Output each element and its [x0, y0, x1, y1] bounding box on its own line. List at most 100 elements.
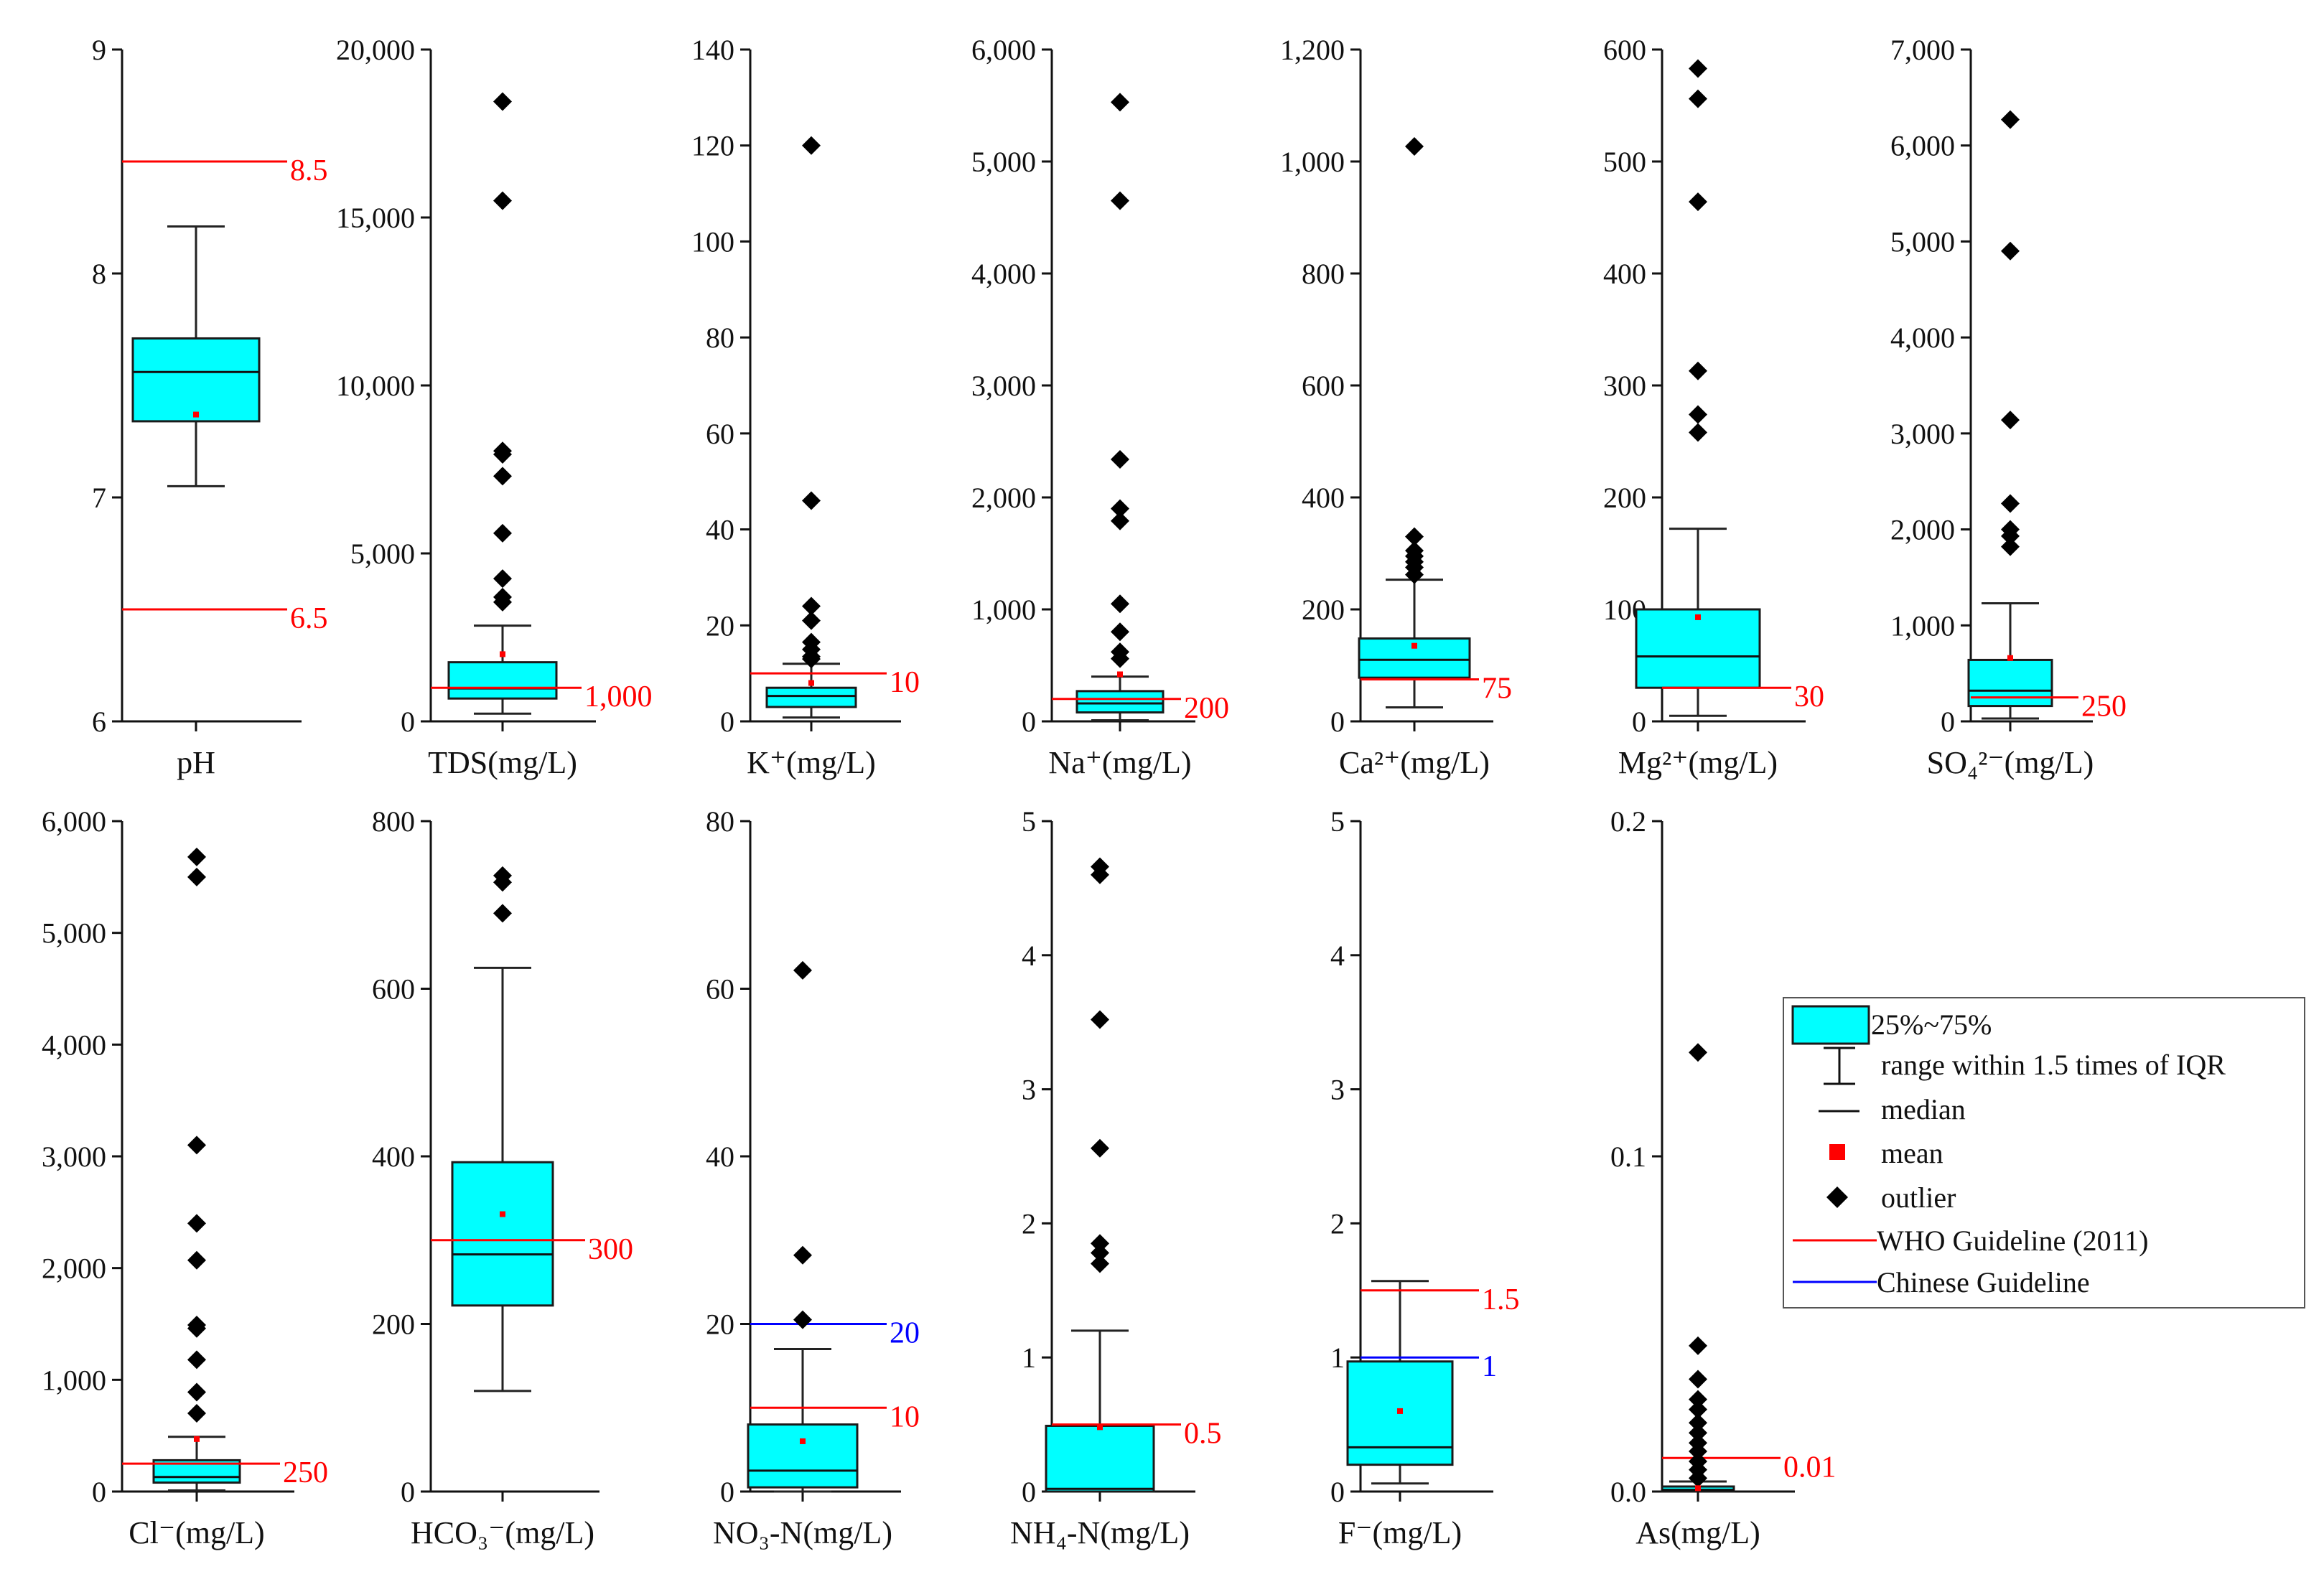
x-axis-label: K⁺(mg/L) — [747, 745, 876, 780]
iqr-box — [1635, 608, 1761, 689]
y-tick-label: 4 — [1022, 940, 1036, 972]
legend-box-swatch — [1791, 1005, 1870, 1045]
y-tick-label: 200 — [1603, 482, 1646, 514]
y-tick-label: 140 — [691, 34, 734, 66]
y-tick-label: 0 — [1022, 1476, 1036, 1508]
outlier-point — [187, 1250, 206, 1270]
panel-10: 0 1 2 3 4 5 NH₄-N(mg/L) 0.5 — [1010, 805, 1221, 1550]
panel-4: 0 200 400 600 800 1,000 1,200 Ca²⁺(mg/L) 75 — [1280, 34, 1512, 780]
outlier-point — [187, 1214, 206, 1233]
outlier-point — [1111, 449, 1129, 469]
outlier-point — [1111, 649, 1129, 668]
y-tick-label: 0 — [401, 1476, 415, 1508]
outlier-point — [187, 847, 206, 866]
outlier-point — [1091, 1010, 1109, 1029]
outlier-point — [1091, 1243, 1109, 1263]
legend-box-label: 25%~75% — [1871, 1008, 1992, 1041]
mean-marker — [2007, 655, 2013, 661]
guideline-label: 20 — [890, 1317, 920, 1350]
y-tick-label: 0.0 — [1610, 1476, 1646, 1508]
y-tick-label: 120 — [691, 130, 734, 162]
outlier-point — [1689, 1423, 1707, 1443]
y-tick-label: 600 — [1603, 34, 1646, 66]
panel-11: 0 1 2 3 4 5 F⁻(mg/L) 1.5 1 — [1330, 805, 1520, 1550]
y-tick-label: 100 — [691, 225, 734, 258]
outlier-point — [793, 1310, 812, 1329]
outlier-point — [802, 136, 821, 155]
x-axis-label: As(mg/L) — [1635, 1515, 1760, 1550]
outlier-point — [187, 1404, 206, 1423]
outlier-point — [187, 1382, 206, 1402]
guideline-label: 1 — [1482, 1350, 1497, 1383]
y-tick-label: 3,000 — [1890, 418, 1955, 450]
y-tick-label: 800 — [372, 805, 415, 838]
iqr-box — [447, 661, 558, 700]
y-tick-label: 6,000 — [1890, 130, 1955, 162]
y-tick-label: 1,000 — [1890, 609, 1955, 642]
y-tick-label: 5,000 — [42, 917, 106, 950]
iqr-box — [451, 1161, 554, 1307]
outlier-point — [1689, 1441, 1707, 1461]
outlier-point — [1689, 89, 1707, 108]
y-tick-label: 5 — [1022, 805, 1036, 838]
y-tick-label: 0 — [1022, 706, 1036, 738]
y-tick-label: 20 — [706, 609, 734, 642]
outlier-point — [1689, 423, 1707, 442]
y-tick-label: 5,000 — [350, 538, 415, 570]
outlier-point — [187, 1136, 206, 1155]
panel-2: 0 20 40 60 80 100 120 140 K⁺(mg/L) 10 — [691, 34, 920, 780]
outlier-point — [1405, 136, 1424, 156]
guideline-label: 30 — [1794, 680, 1824, 713]
outlier-point — [1111, 622, 1129, 642]
y-tick-label: 600 — [372, 973, 415, 1006]
panel-9: 0 20 40 60 80 NO₃-N(mg/L) 20 10 — [706, 805, 920, 1550]
x-axis-label: NO₃-N(mg/L) — [713, 1515, 892, 1550]
y-tick-label: 20,000 — [336, 34, 415, 66]
guideline-label: 8.5 — [290, 154, 328, 187]
outlier-point — [1689, 1413, 1707, 1433]
y-tick-label: 1,200 — [1280, 34, 1345, 66]
panel-8: 0 200 400 600 800 HCO₃⁻(mg/L) 300 — [372, 805, 633, 1550]
y-tick-label: 1 — [1330, 1342, 1345, 1374]
y-tick-label: 6,000 — [42, 805, 106, 838]
guideline-label: 1.5 — [1482, 1283, 1520, 1316]
outlier-point — [802, 596, 821, 616]
x-axis-label: Mg²⁺(mg/L) — [1618, 745, 1778, 780]
outlier-point — [793, 960, 812, 980]
outlier-point — [493, 592, 512, 612]
y-tick-label: 5,000 — [971, 146, 1036, 178]
outlier-point — [1091, 865, 1109, 884]
guideline-label: 10 — [890, 1400, 920, 1433]
outlier-point — [493, 873, 512, 892]
y-tick-label: 0 — [1632, 706, 1646, 738]
legend-outlier-symbol — [1826, 1186, 1848, 1208]
y-tick-label: 400 — [1302, 482, 1345, 514]
legend-median-label: median — [1881, 1093, 1966, 1125]
outlier-point — [2001, 241, 2020, 261]
outlier-point — [1689, 405, 1707, 424]
mean-marker — [1397, 1408, 1403, 1414]
y-tick-label: 2 — [1022, 1207, 1036, 1240]
y-tick-label: 0 — [1941, 706, 1955, 738]
mean-marker — [1117, 671, 1123, 678]
panel-12: 0.0 0.1 0.2 As(mg/L) 0.01 — [1610, 805, 1837, 1550]
y-tick-label: 2,000 — [1890, 514, 1955, 546]
outlier-point — [1111, 499, 1129, 518]
outlier-point — [493, 444, 512, 464]
outlier-point — [1111, 511, 1129, 530]
outlier-point — [1689, 1390, 1707, 1409]
y-tick-label: 60 — [706, 973, 734, 1006]
y-tick-label: 0.1 — [1610, 1141, 1646, 1173]
guideline-label: 250 — [283, 1456, 328, 1489]
legend-mean-label: mean — [1881, 1137, 1943, 1169]
y-tick-label: 1 — [1022, 1342, 1036, 1374]
y-tick-label: 1,000 — [1280, 146, 1345, 178]
y-tick-label: 40 — [706, 514, 734, 546]
outlier-point — [802, 611, 821, 630]
outlier-point — [2001, 494, 2020, 513]
outlier-point — [793, 1245, 812, 1265]
y-tick-label: 200 — [372, 1309, 415, 1341]
iqr-box — [1045, 1424, 1155, 1493]
